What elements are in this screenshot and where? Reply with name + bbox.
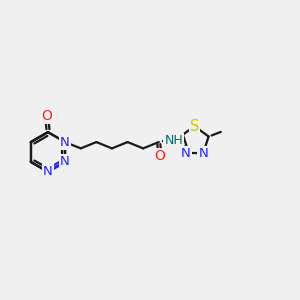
Text: N: N <box>181 147 190 160</box>
Text: S: S <box>190 119 199 134</box>
Text: N: N <box>198 147 208 160</box>
Text: N: N <box>60 155 70 168</box>
Text: N: N <box>43 165 53 178</box>
Text: O: O <box>154 149 165 163</box>
Text: NH: NH <box>164 134 183 147</box>
Text: N: N <box>60 136 70 148</box>
Text: O: O <box>41 109 52 123</box>
